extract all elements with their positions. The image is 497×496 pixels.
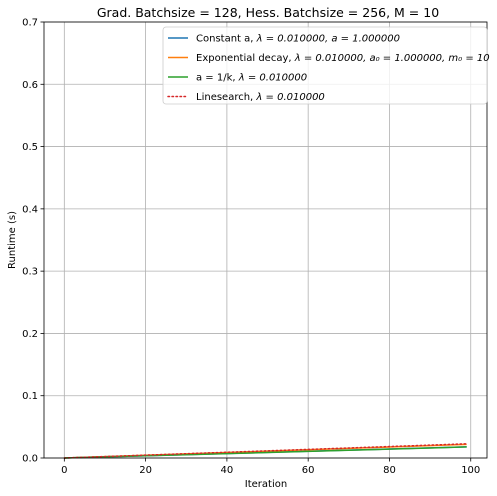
y-tick-label: 0.6 bbox=[22, 80, 38, 91]
legend: Constant a, λ = 0.010000, a = 1.000000 Ex… bbox=[162, 26, 490, 105]
legend-label-1: Constant a, λ = 0.010000, a = 1.000000 bbox=[196, 34, 400, 45]
legend-label-prefix: Constant a, bbox=[196, 34, 257, 45]
legend-label-math: λ = 0.010000, a = 1.000000 bbox=[256, 34, 400, 45]
x-tick-label: 60 bbox=[302, 465, 315, 476]
y-tick-label: 0.2 bbox=[22, 329, 38, 340]
series-lines bbox=[63, 443, 468, 459]
legend-label-prefix: Linesearch, bbox=[196, 92, 256, 103]
legend-label-prefix: a = 1/k, bbox=[196, 73, 239, 84]
x-tick-label: 80 bbox=[383, 465, 396, 476]
legend-label-2: Exponential decay, λ = 0.010000, a₀ = 1.… bbox=[196, 53, 490, 64]
plot-frame bbox=[43, 21, 488, 459]
legend-label-math: λ = 0.010000 bbox=[255, 92, 324, 103]
axis-ticks: 0 20 40 60 80 100 0.0 0.1 0.2 0.3 0.4 0.5 0.6 0.7 bbox=[22, 18, 480, 477]
legend-label-4: Linesearch, λ = 0.010000 bbox=[196, 92, 325, 103]
x-tick-label: 100 bbox=[461, 465, 480, 476]
x-axis-label: Iteration bbox=[245, 479, 287, 490]
y-tick-label: 0.3 bbox=[22, 267, 38, 278]
y-tick-label: 0.4 bbox=[22, 204, 38, 215]
legend-label-prefix: Exponential decay, bbox=[196, 53, 295, 64]
y-tick-label: 0.7 bbox=[22, 18, 38, 29]
x-tick-label: 20 bbox=[139, 465, 152, 476]
legend-label-math: λ = 0.010000, a₀ = 1.000000, m₀ = 10 bbox=[294, 53, 490, 64]
y-axis-label: Runtime (s) bbox=[7, 211, 18, 269]
series-line-4 bbox=[63, 443, 468, 459]
legend-label-math: λ = 0.010000 bbox=[238, 73, 307, 84]
y-tick-label: 0.5 bbox=[22, 142, 38, 153]
chart-title: Grad. Batchsize = 128, Hess. Batchsize =… bbox=[97, 5, 439, 20]
x-tick-label: 0 bbox=[61, 465, 67, 476]
legend-box bbox=[162, 26, 488, 105]
y-tick-label: 0.1 bbox=[22, 391, 38, 402]
legend-label-3: a = 1/k, λ = 0.010000 bbox=[196, 73, 307, 84]
x-tick-label: 40 bbox=[221, 465, 234, 476]
y-tick-label: 0.0 bbox=[22, 454, 38, 465]
